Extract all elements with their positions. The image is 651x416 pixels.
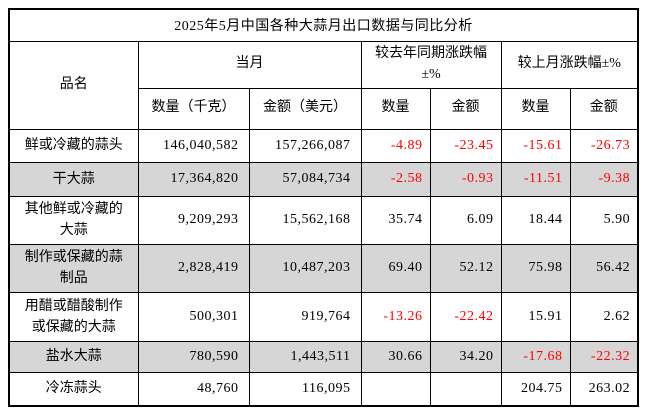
mom-qty-cell: 204.75 xyxy=(500,371,571,407)
table-row: 用醋或醋酸制作或保藏的大蒜 500,301 919,764 -13.26 -22… xyxy=(8,291,639,342)
header-current-month: 当月 xyxy=(137,40,362,89)
qty-kg-cell: 780,590 xyxy=(137,340,250,373)
amount-usd-cell: 15,562,168 xyxy=(248,195,362,245)
product-name: 干大蒜 xyxy=(8,161,139,197)
yoy-qty-cell: -4.89 xyxy=(360,128,431,163)
amount-usd-cell: 1,443,511 xyxy=(248,340,362,373)
table-row: 冷冻蒜头 48,760 116,095 204.75 263.02 xyxy=(8,371,639,407)
amount-usd-cell: 57,084,734 xyxy=(248,161,362,197)
table-row: 制作或保藏的蒜制品 2,828,419 10,487,203 69.40 52.… xyxy=(8,243,639,293)
product-name: 其他鲜或冷藏的大蒜 xyxy=(8,195,139,245)
mom-qty-cell: -17.68 xyxy=(500,340,571,373)
header-yoy-amount: 金额 xyxy=(429,87,502,130)
header-mom-amount: 金额 xyxy=(569,87,639,130)
product-name: 冷冻蒜头 xyxy=(8,371,139,407)
mom-qty-cell: 15.91 xyxy=(500,291,571,342)
header-amount-usd: 金额（美元） xyxy=(248,87,362,130)
yoy-qty-cell: -2.58 xyxy=(360,161,431,197)
product-name: 制作或保藏的蒜制品 xyxy=(8,243,139,293)
qty-kg-cell: 146,040,582 xyxy=(137,128,250,163)
garlic-export-table: 2025年5月中国各种大蒜月出口数据与同比分析 品名 当月 较去年同期涨跌幅±%… xyxy=(8,8,640,407)
header-mom-change: 较上月涨跌幅±% xyxy=(500,40,639,89)
yoy-amount-cell: 34.20 xyxy=(429,340,502,373)
mom-qty-cell: -15.61 xyxy=(500,128,571,163)
mom-amount-cell: -9.38 xyxy=(569,161,639,197)
yoy-amount-cell: -22.42 xyxy=(429,291,502,342)
header-yoy-qty: 数量 xyxy=(360,87,431,130)
mom-qty-cell: 18.44 xyxy=(500,195,571,245)
table-row: 干大蒜 17,364,820 57,084,734 -2.58 -0.93 -1… xyxy=(8,161,639,197)
yoy-amount-cell: -0.93 xyxy=(429,161,502,197)
amount-usd-cell: 116,095 xyxy=(248,371,362,407)
header-row-groups: 品名 当月 较去年同期涨跌幅±% 较上月涨跌幅±% xyxy=(8,40,639,130)
mom-amount-cell: 2.62 xyxy=(569,291,639,342)
header-product: 品名 xyxy=(8,40,139,130)
mom-amount-cell: -22.32 xyxy=(569,340,639,373)
header-mom-qty: 数量 xyxy=(500,87,571,130)
product-name: 盐水大蒜 xyxy=(8,340,139,373)
yoy-qty-cell: -13.26 xyxy=(360,291,431,342)
header-qty-kg: 数量（千克） xyxy=(137,87,250,130)
header-yoy-change: 较去年同期涨跌幅±% xyxy=(360,40,502,89)
table-row: 其他鲜或冷藏的大蒜 9,209,293 15,562,168 35.74 6.0… xyxy=(8,195,639,245)
amount-usd-cell: 10,487,203 xyxy=(248,243,362,293)
yoy-qty-cell: 35.74 xyxy=(360,195,431,245)
yoy-amount-cell: 6.09 xyxy=(429,195,502,245)
qty-kg-cell: 2,828,419 xyxy=(137,243,250,293)
mom-qty-cell: -11.51 xyxy=(500,161,571,197)
yoy-qty-cell: 69.40 xyxy=(360,243,431,293)
table-row: 盐水大蒜 780,590 1,443,511 30.66 34.20 -17.6… xyxy=(8,340,639,373)
mom-amount-cell: 56.42 xyxy=(569,243,639,293)
yoy-amount-cell: 52.12 xyxy=(429,243,502,293)
product-name: 用醋或醋酸制作或保藏的大蒜 xyxy=(8,291,139,342)
title-row: 2025年5月中国各种大蒜月出口数据与同比分析 xyxy=(8,8,639,42)
qty-kg-cell: 9,209,293 xyxy=(137,195,250,245)
amount-usd-cell: 157,266,087 xyxy=(248,128,362,163)
mom-amount-cell: 263.02 xyxy=(569,371,639,407)
amount-usd-cell: 919,764 xyxy=(248,291,362,342)
yoy-qty-cell: 30.66 xyxy=(360,340,431,373)
qty-kg-cell: 500,301 xyxy=(137,291,250,342)
mom-amount-cell: -26.73 xyxy=(569,128,639,163)
yoy-amount-cell xyxy=(429,371,502,407)
qty-kg-cell: 17,364,820 xyxy=(137,161,250,197)
product-name: 鲜或冷藏的蒜头 xyxy=(8,128,139,163)
table-title: 2025年5月中国各种大蒜月出口数据与同比分析 xyxy=(8,8,639,42)
qty-kg-cell: 48,760 xyxy=(137,371,250,407)
yoy-amount-cell: -23.45 xyxy=(429,128,502,163)
yoy-qty-cell xyxy=(360,371,431,407)
header-row-subcolumns: 数量（千克） 金额（美元） 数量 金额 数量 金额 xyxy=(9,87,639,130)
table-row: 鲜或冷藏的蒜头 146,040,582 157,266,087 -4.89 -2… xyxy=(8,128,639,163)
mom-qty-cell: 75.98 xyxy=(500,243,571,293)
mom-amount-cell: 5.90 xyxy=(569,195,639,245)
